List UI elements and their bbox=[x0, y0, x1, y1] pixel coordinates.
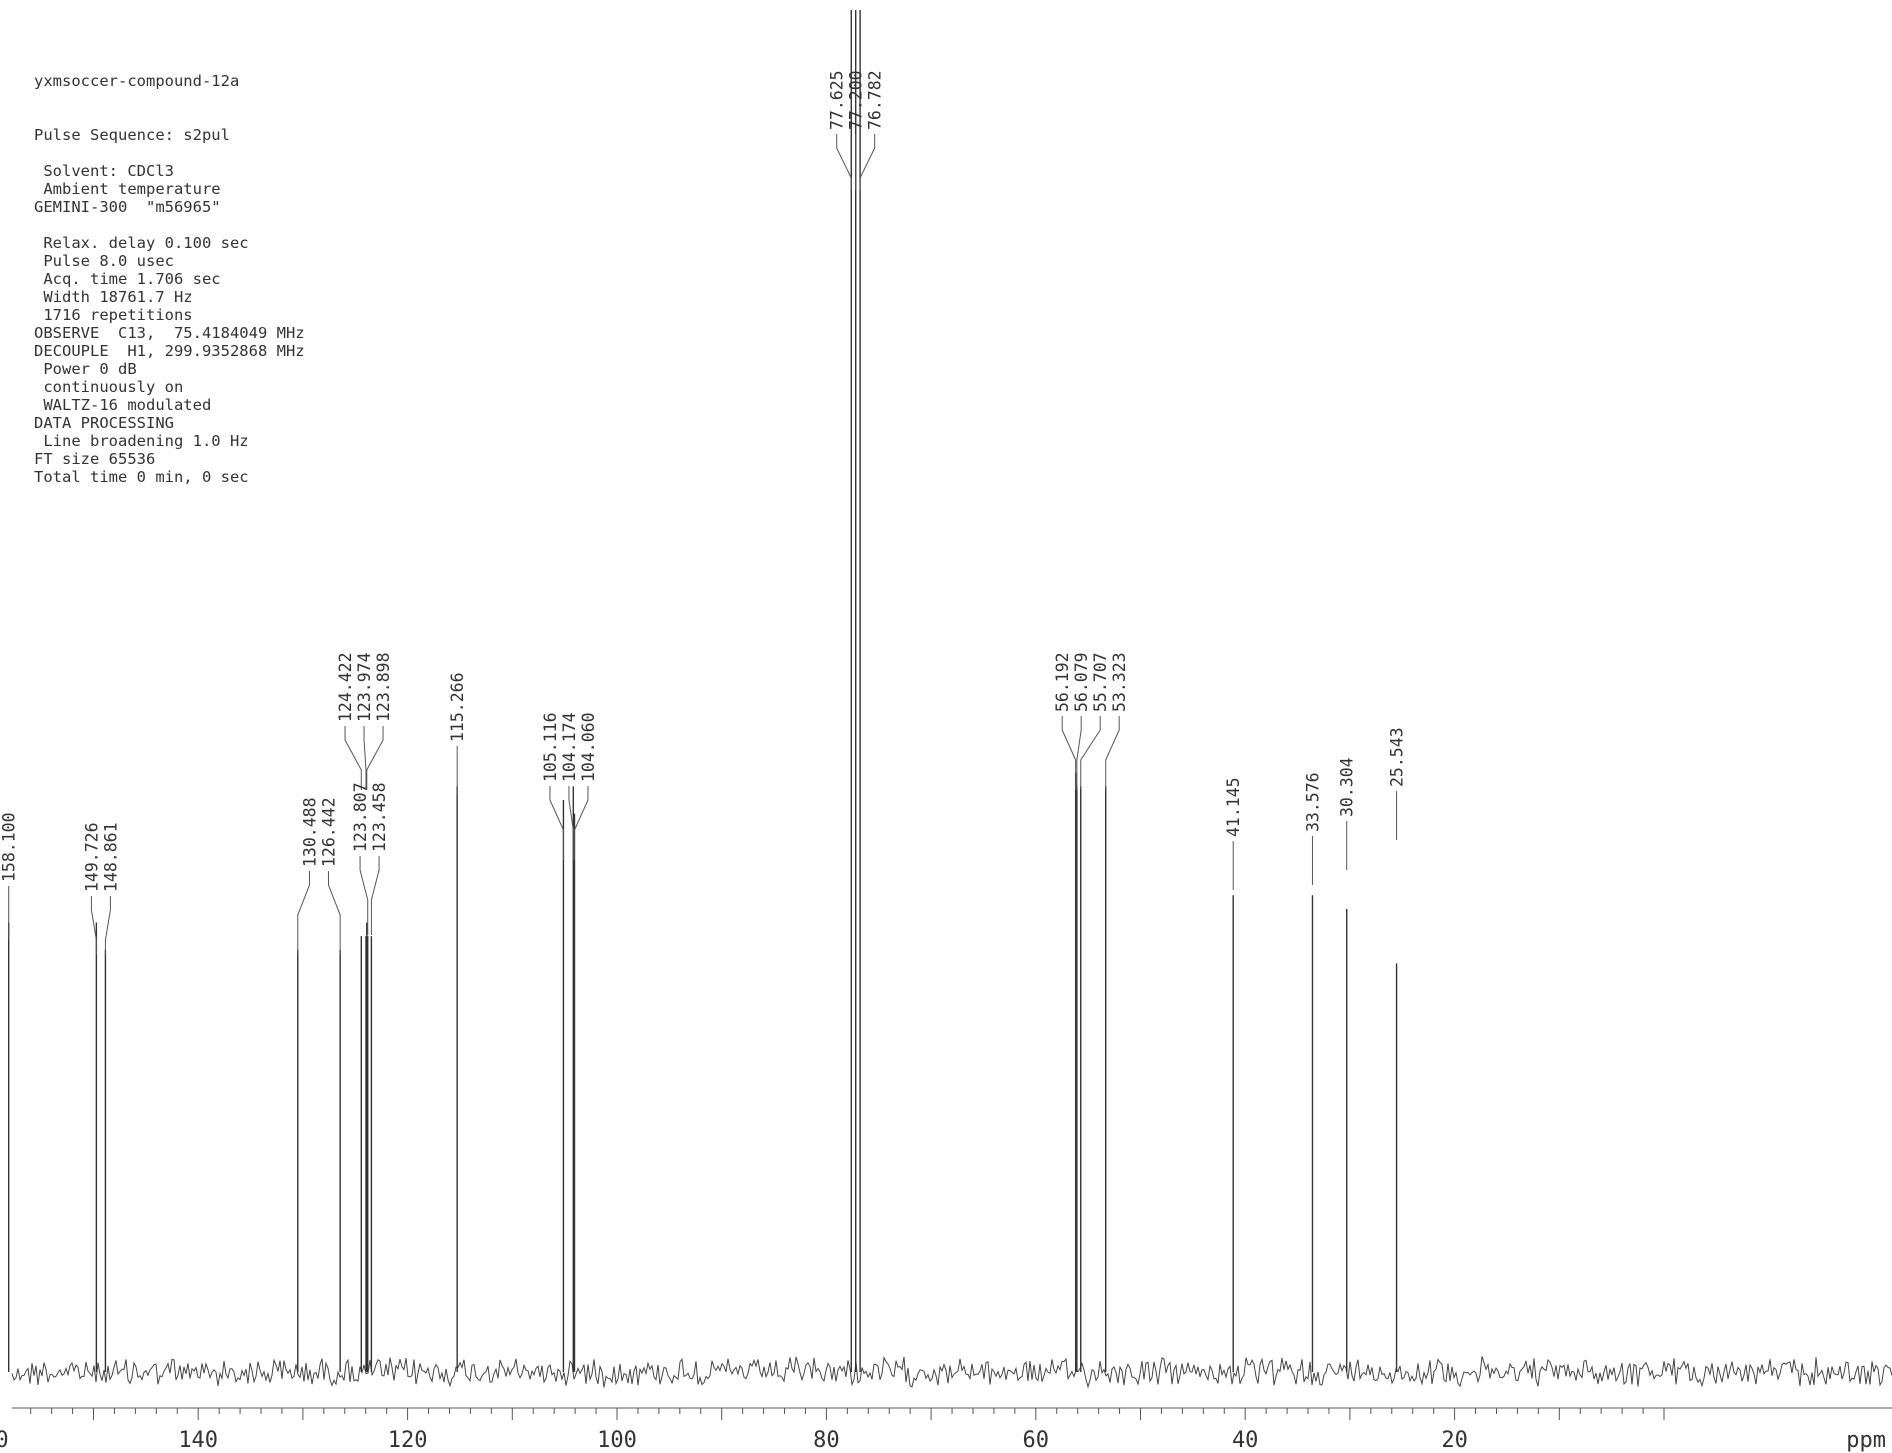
peak-leader-line bbox=[344, 726, 362, 790]
peak-leader-line bbox=[859, 134, 876, 190]
peak-leader-line bbox=[1076, 716, 1082, 790]
noise-trace bbox=[11, 1355, 1892, 1389]
peak-label: 55.707 bbox=[1091, 652, 1110, 712]
peak-label: 56.079 bbox=[1072, 652, 1091, 712]
peak-label: 123.458 bbox=[370, 782, 389, 852]
peak-leader-line bbox=[1061, 716, 1077, 790]
peak-label: 126.442 bbox=[319, 797, 338, 867]
parameter-line: DECOUPLE H1, 299.9352868 MHz bbox=[34, 342, 305, 360]
peak-label: 105.116 bbox=[541, 712, 560, 782]
peak-label: 33.576 bbox=[1303, 772, 1322, 832]
peak-leader-line bbox=[363, 726, 367, 790]
parameter-line: FT size 65536 bbox=[34, 450, 156, 468]
parameter-line: Acq. time 1.706 sec bbox=[34, 270, 221, 288]
peak-leader-line bbox=[1105, 716, 1120, 790]
peak-label: 130.488 bbox=[300, 797, 319, 867]
peak-leader-line bbox=[90, 896, 97, 955]
parameter-line: Pulse 8.0 usec bbox=[34, 252, 174, 270]
peak-leader-line bbox=[327, 871, 341, 955]
peak-label: 25.543 bbox=[1388, 727, 1407, 787]
parameter-line: Line broadening 1.0 Hz bbox=[34, 432, 249, 450]
tick-label: 40 bbox=[1232, 1428, 1259, 1453]
parameter-line: OBSERVE C13, 75.4184049 MHz bbox=[34, 324, 305, 342]
peak-label: 77.625 bbox=[828, 70, 847, 130]
baseline-noise bbox=[11, 1355, 1892, 1389]
peak-leader-line bbox=[549, 786, 564, 860]
peak-label: 30.304 bbox=[1338, 757, 1357, 817]
parameter-line: WALTZ-16 modulated bbox=[34, 396, 212, 414]
tick-label: 120 bbox=[388, 1428, 428, 1453]
peak-leader-line bbox=[836, 134, 852, 190]
peak-label: 56.192 bbox=[1053, 652, 1072, 712]
parameter-line: GEMINI-300 "m56965" bbox=[34, 198, 221, 216]
x-axis: 160 140 120 100 80 60 40 20 ppm bbox=[0, 1407, 1892, 1453]
parameter-line: 1716 repetitions bbox=[34, 306, 193, 324]
peak-leader-line bbox=[104, 896, 111, 955]
parameter-line: Width 18761.7 Hz bbox=[34, 288, 193, 306]
tick-label: 60 bbox=[1023, 1428, 1050, 1453]
peak-leader-line bbox=[568, 786, 574, 860]
tick-label: 160 bbox=[0, 1428, 9, 1453]
peak-labels: 174.241158.100149.726148.861130.488126.4… bbox=[0, 70, 1407, 955]
peak-leader-line bbox=[366, 726, 384, 790]
peak-lines bbox=[7, 10, 1398, 1372]
peak-label: 115.266 bbox=[448, 672, 467, 742]
peak-label: 104.060 bbox=[579, 712, 598, 782]
parameter-line: DATA PROCESSING bbox=[34, 414, 174, 432]
peak-leader-line bbox=[1080, 716, 1101, 790]
peak-label: 123.807 bbox=[351, 782, 370, 852]
peak-label: 123.898 bbox=[374, 652, 393, 722]
peak-label: 124.422 bbox=[336, 652, 355, 722]
tick-label: 80 bbox=[813, 1428, 840, 1453]
peak-label: 158.100 bbox=[0, 812, 19, 882]
peak-label: 76.782 bbox=[866, 70, 885, 130]
parameter-line: Pulse Sequence: s2pul bbox=[34, 126, 230, 144]
parameter-line: Total time 0 min, 0 sec bbox=[34, 468, 249, 486]
peak-label: 149.726 bbox=[82, 822, 101, 892]
tick-label: 140 bbox=[178, 1428, 218, 1453]
peak-label: 53.323 bbox=[1110, 652, 1129, 712]
peak-leader-line bbox=[297, 871, 310, 955]
parameter-line: Solvent: CDCl3 bbox=[34, 162, 174, 180]
parameter-line: Power 0 dB bbox=[34, 360, 137, 378]
parameter-line: continuously on bbox=[34, 378, 184, 396]
x-axis-label: ppm bbox=[1846, 1428, 1886, 1453]
peak-leader-line bbox=[573, 786, 589, 860]
acquisition-parameters: yxmsoccer-compound-12a Pulse Sequence: s… bbox=[34, 36, 305, 486]
peak-label: 77.200 bbox=[847, 70, 866, 130]
sample-name: yxmsoccer-compound-12a bbox=[34, 72, 240, 90]
peak-leader-line bbox=[370, 856, 380, 935]
parameter-line: Relax. delay 0.100 sec bbox=[34, 234, 249, 252]
parameter-line: Ambient temperature bbox=[34, 180, 221, 198]
peak-label: 41.145 bbox=[1224, 777, 1243, 837]
peak-label: 123.974 bbox=[355, 652, 374, 722]
tick-label: 20 bbox=[1441, 1428, 1468, 1453]
peak-label: 148.861 bbox=[101, 822, 120, 892]
peak-label: 104.174 bbox=[560, 712, 579, 782]
tick-label: 100 bbox=[597, 1428, 637, 1453]
peak-leader-line bbox=[359, 856, 369, 935]
